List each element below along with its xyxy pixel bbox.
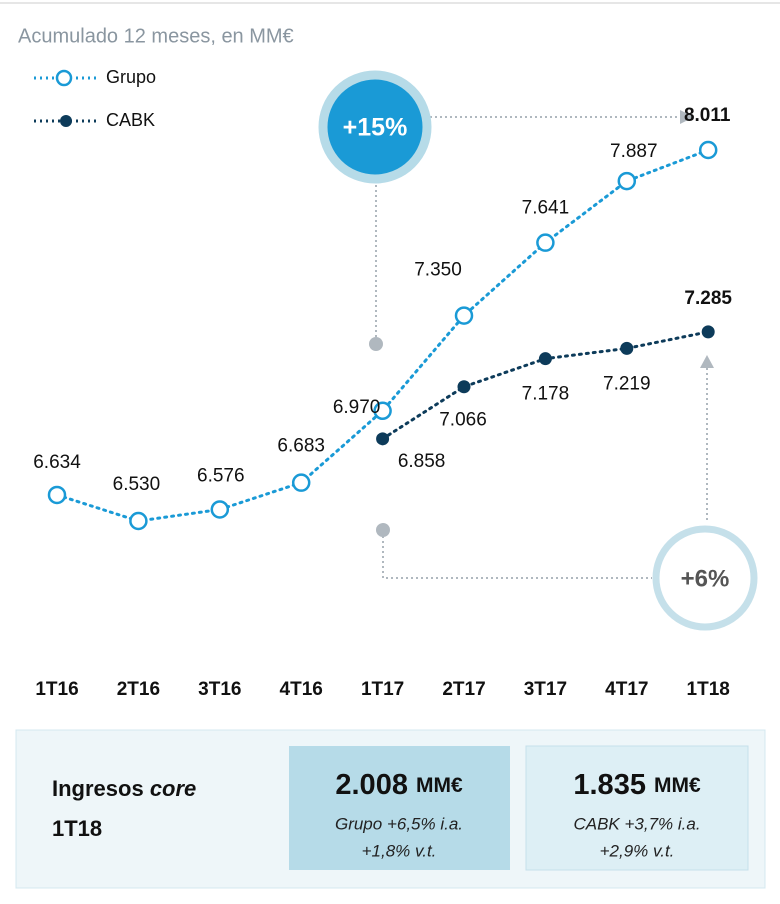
unit: MM€ xyxy=(416,774,463,797)
point xyxy=(457,380,471,394)
amount: 1.835 xyxy=(573,769,646,801)
box-note: Grupo +6,5% i.a. xyxy=(335,814,463,833)
x-tick-label: 2T16 xyxy=(117,679,160,700)
badge xyxy=(318,70,432,184)
badge-label: +6% xyxy=(681,565,730,592)
point xyxy=(701,325,715,339)
data-label: 6.530 xyxy=(113,474,161,495)
data-label: 7.887 xyxy=(610,141,658,162)
x-tick-label: 2T17 xyxy=(442,679,485,700)
guides xyxy=(375,116,708,579)
summary-heading: Ingresos core xyxy=(52,776,196,801)
x-tick-label: 4T17 xyxy=(605,679,648,700)
point xyxy=(129,511,148,531)
legend-marker xyxy=(60,115,72,127)
point xyxy=(620,341,634,355)
point xyxy=(210,500,230,519)
summary-box xyxy=(289,746,510,870)
arrow xyxy=(700,355,714,368)
point xyxy=(291,473,311,492)
x-tick-label: 3T17 xyxy=(524,679,567,700)
legend-label: Grupo xyxy=(106,67,156,87)
point xyxy=(698,140,718,160)
point xyxy=(454,306,474,325)
box-amount: 2.008 MM€ xyxy=(335,769,463,801)
guide-dot xyxy=(376,523,390,537)
heading-italic: core xyxy=(150,776,196,801)
data-label: 6.970 xyxy=(333,397,381,418)
x-tick-label: 3T16 xyxy=(198,679,241,700)
x-tick-label: 4T16 xyxy=(280,679,323,700)
box-amount: 1.835 MM€ xyxy=(573,769,701,801)
x-tick-label: 1T16 xyxy=(35,679,78,700)
data-label: 7.219 xyxy=(603,373,651,394)
data-label: 8.011 xyxy=(684,105,731,126)
data-label: 7.641 xyxy=(522,198,570,219)
data-label: 6.858 xyxy=(398,451,446,472)
data-label: 6.634 xyxy=(33,452,81,473)
heading-text: Ingresos xyxy=(52,776,150,801)
data-label: 6.576 xyxy=(197,465,245,486)
badge-label: +15% xyxy=(343,114,408,142)
amount: 2.008 xyxy=(335,769,408,801)
summary-period: 1T18 xyxy=(52,816,102,841)
data-label: 7.350 xyxy=(414,260,462,281)
data-label: 7.066 xyxy=(439,410,487,431)
data-label: 7.285 xyxy=(684,288,732,309)
badge xyxy=(652,525,758,631)
box-note: CABK +3,7% i.a. xyxy=(573,814,700,833)
point xyxy=(376,432,390,446)
summary-box xyxy=(525,745,749,871)
chart-title: Acumulado 12 meses, en MM€ xyxy=(18,25,294,47)
unit: MM€ xyxy=(654,774,701,797)
point xyxy=(536,233,555,252)
legend-marker xyxy=(55,69,73,87)
x-tick-label: 1T18 xyxy=(687,679,730,700)
series-line xyxy=(55,148,710,523)
legend-label: CABK xyxy=(106,110,155,130)
box-note: +1,8% v.t. xyxy=(362,841,437,860)
point xyxy=(47,485,67,505)
point xyxy=(373,401,392,421)
x-tick-label: 1T17 xyxy=(361,679,404,700)
data-label: 6.683 xyxy=(277,436,325,457)
arrow xyxy=(680,110,694,124)
point xyxy=(617,171,637,191)
data-label: 7.178 xyxy=(522,384,570,405)
point xyxy=(538,352,552,366)
guide-dot xyxy=(369,337,383,351)
box-note: +2,9% v.t. xyxy=(600,841,675,860)
